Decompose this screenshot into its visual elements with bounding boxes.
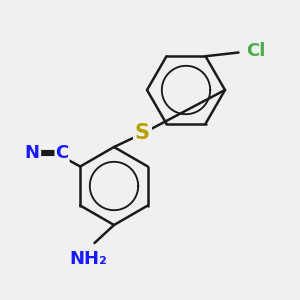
Text: Cl: Cl — [246, 42, 266, 60]
Text: C: C — [56, 144, 69, 162]
Text: N: N — [24, 144, 39, 162]
Text: S: S — [135, 124, 150, 143]
Text: NH₂: NH₂ — [70, 250, 107, 268]
